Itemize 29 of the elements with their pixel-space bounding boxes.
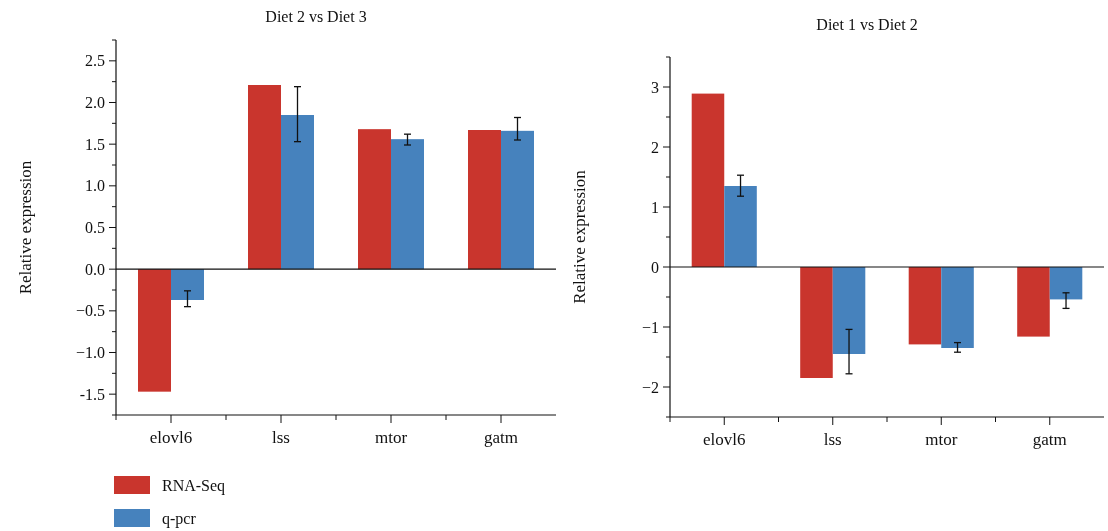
x-tick-label: gatm (484, 428, 518, 447)
y-tick-label: 2.5 (85, 52, 105, 70)
x-tick-label: elovl6 (703, 430, 746, 449)
y-tick-label: −1.0 (75, 344, 105, 362)
y-axis-title: Relative expression (570, 169, 589, 304)
y-tick-label: 0 (651, 258, 659, 276)
y-tick-label: 2 (651, 138, 659, 156)
x-tick-label: elovl6 (149, 428, 193, 447)
y-tick-label: 1.5 (85, 135, 105, 153)
x-tick-label: mtor (374, 428, 408, 447)
x-tick-label: lss (823, 430, 842, 449)
y-tick-label: 2.0 (85, 94, 105, 112)
chart-title: Diet 2 vs Diet 3 (265, 8, 367, 25)
chart-title: Diet 1 vs Diet 2 (816, 16, 918, 33)
x-tick-label: gatm (1032, 430, 1067, 449)
y-tick-label: −2 (641, 378, 659, 396)
y-tick-label: -1.5 (79, 385, 105, 403)
x-tick-label: lss (272, 428, 290, 447)
legend-label: q-pcr (162, 509, 197, 528)
y-tick-label: −1 (641, 318, 659, 336)
y-tick-label: 0.0 (85, 260, 105, 278)
y-tick-label: −0.5 (75, 302, 105, 320)
legend-label: RNA-Seq (162, 476, 226, 495)
y-tick-label: 1 (651, 198, 659, 216)
x-tick-label: mtor (925, 430, 958, 449)
y-tick-label: 0.5 (85, 219, 105, 237)
y-axis-title: Relative expression (16, 160, 35, 295)
y-tick-label: 1.0 (85, 177, 105, 195)
y-tick-label: 3 (651, 78, 659, 96)
